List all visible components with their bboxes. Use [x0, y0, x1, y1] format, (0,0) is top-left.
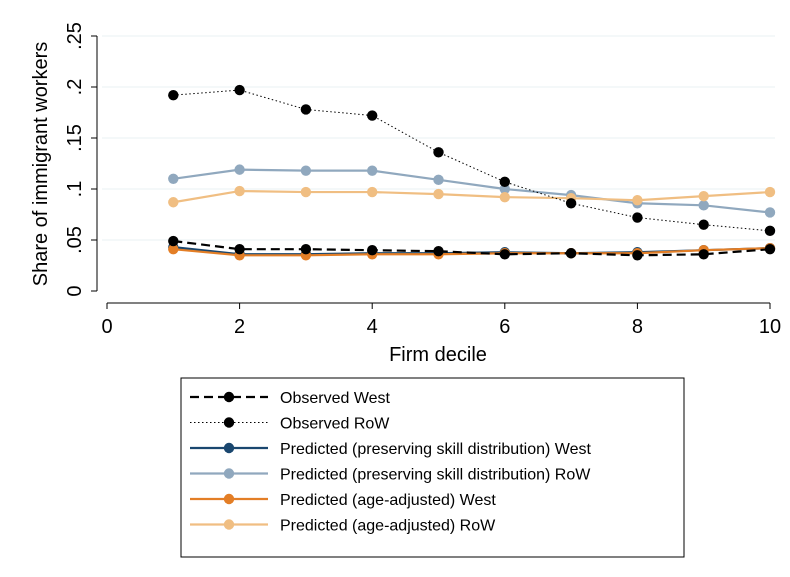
legend-label: Predicted (preserving skill distribution…: [280, 467, 591, 484]
series-5: [168, 185, 776, 208]
legend-item: Predicted (preserving skill distribution…: [190, 441, 591, 458]
data-point: [234, 84, 245, 96]
data-point: [764, 186, 776, 198]
data-point: [764, 225, 776, 237]
data-point: [433, 188, 444, 200]
data-point: [234, 164, 245, 175]
y-tick-label: .05: [64, 226, 86, 254]
legend-label: Predicted (preserving skill distribution…: [280, 441, 591, 458]
data-point: [168, 235, 179, 247]
legend-item: Predicted (preserving skill distribution…: [190, 467, 591, 484]
axes: [96, 36, 770, 304]
data-point: [698, 190, 709, 202]
gridlines: [102, 35, 775, 241]
series-line: [173, 89, 771, 232]
data-point: [168, 197, 179, 208]
data-point: [565, 198, 577, 209]
data-point: [168, 89, 179, 101]
data-point: [499, 183, 510, 195]
legend-label: Observed RoW: [280, 416, 390, 433]
data-point: [300, 104, 312, 115]
data-point: [632, 250, 643, 261]
series-1: [168, 84, 776, 237]
legend-marker: [223, 442, 235, 454]
data-point: [499, 176, 510, 188]
data-point: [764, 243, 776, 255]
data-point: [698, 249, 709, 260]
data-point: [300, 186, 312, 198]
y-axis-ticks: 0 .05 .1 .15 .2 .25: [64, 22, 97, 297]
legend-marker: [223, 493, 235, 505]
data-point: [565, 248, 577, 259]
data-point: [168, 243, 179, 255]
x-axis-ticks: 0 2 4 6 8 10: [101, 303, 781, 338]
data-point: [367, 245, 378, 256]
data-point: [300, 243, 312, 255]
x-tick-label: 4: [367, 316, 378, 338]
series-line: [173, 168, 771, 214]
data-point: [499, 249, 510, 260]
data-point: [168, 173, 179, 184]
data-point: [632, 212, 643, 223]
data-point: [367, 186, 378, 198]
series-layer: [168, 84, 776, 261]
data-point: [433, 246, 444, 257]
legend-item: Observed West: [190, 390, 391, 407]
data-point: [764, 207, 776, 218]
legend-marker: [223, 468, 235, 479]
y-tick-label: .15: [64, 124, 86, 152]
x-tick-label: 6: [499, 316, 510, 338]
series-line: [173, 239, 771, 257]
data-point: [632, 195, 643, 206]
y-tick-label: .1: [64, 181, 86, 198]
x-tick-label: 10: [759, 316, 781, 338]
data-point: [433, 174, 444, 186]
legend: Observed West Observed RoW Predicted (pres…: [180, 377, 685, 558]
data-point: [499, 191, 510, 203]
legend-label: Observed West: [280, 390, 391, 407]
legend-item: Observed RoW: [190, 416, 390, 433]
legend-label: Predicted (age-adjusted) RoW: [280, 518, 496, 535]
legend-marker: [223, 519, 235, 530]
y-tick-label: .25: [64, 22, 86, 50]
data-point: [433, 147, 444, 158]
data-point: [234, 243, 245, 255]
data-point: [234, 185, 245, 197]
legend-marker: [223, 391, 235, 403]
y-axis-label: Share of immigrant workers: [30, 42, 52, 287]
data-point: [367, 110, 378, 121]
y-tick-label: .2: [64, 79, 86, 96]
x-tick-label: 0: [101, 316, 112, 338]
legend-label: Predicted (age-adjusted) West: [280, 492, 496, 509]
legend-item: Predicted (age-adjusted) West: [190, 492, 496, 509]
x-tick-label: 8: [632, 316, 643, 338]
y-tick-label: 0: [64, 285, 86, 296]
legend-marker: [223, 417, 235, 428]
data-point: [367, 165, 378, 176]
legend-box: [180, 377, 685, 558]
series-0: [168, 235, 776, 261]
data-point: [300, 165, 312, 176]
data-point: [698, 219, 709, 230]
x-axis-label: Firm decile: [389, 344, 487, 366]
x-tick-label: 2: [234, 316, 245, 338]
legend-item: Predicted (age-adjusted) RoW: [190, 518, 496, 535]
series-line: [173, 189, 771, 204]
data-point: [698, 200, 709, 211]
